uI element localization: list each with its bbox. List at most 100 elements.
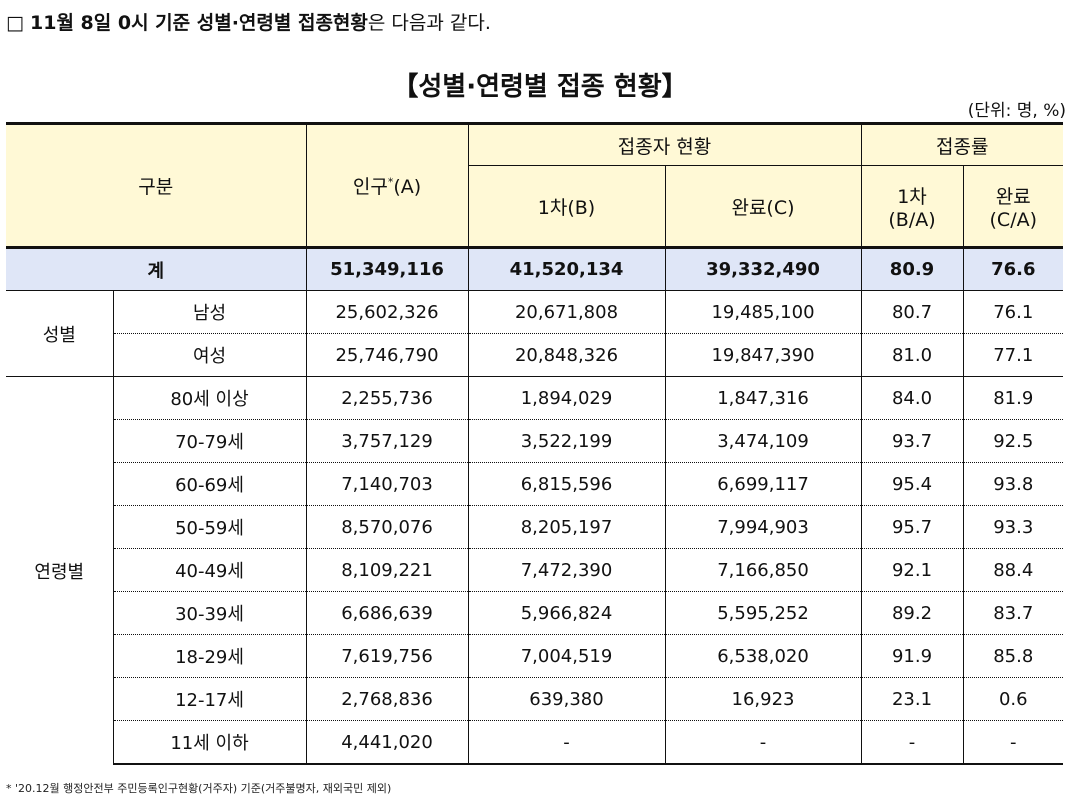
total-row: 계 51,349,116 41,520,134 39,332,490 80.9 …	[6, 246, 1064, 291]
total-label: 계	[6, 246, 306, 291]
first-rate-cell: -	[860, 720, 964, 765]
total-first-rate: 80.9	[860, 246, 964, 291]
first-rate-cell: 95.7	[860, 505, 964, 549]
complete-cell: 3,474,109	[664, 419, 862, 463]
population-cell: 3,757,129	[305, 419, 468, 463]
population-cell: 25,602,326	[305, 290, 468, 334]
row-label: 60-69세	[112, 462, 306, 506]
population-cell: 4,441,020	[305, 720, 468, 765]
footnote: * '20.12월 행정안전부 주민등록인구현황(거주자) 기준(거주불명자, …	[6, 782, 392, 795]
first-cell: 7,004,519	[467, 634, 665, 678]
intro-bold-text: 11월 8일 0시 기준 성별·연령별 접종현황	[30, 12, 368, 34]
population-cell: 8,570,076	[305, 505, 468, 549]
population-cell: 8,109,221	[305, 548, 468, 592]
complete-rate-cell: 92.5	[962, 419, 1064, 463]
first-rate-cell: 91.9	[860, 634, 964, 678]
complete-cell: 5,595,252	[664, 591, 862, 635]
complete-cell: 7,166,850	[664, 548, 862, 592]
complete-cell: 6,538,020	[664, 634, 862, 678]
complete-cell: 1,847,316	[664, 376, 862, 420]
intro-sentence: □ 11월 8일 0시 기준 성별·연령별 접종현황은 다음과 같다.	[6, 8, 491, 35]
header-complete-rate: 완료 (C/A)	[962, 165, 1064, 248]
complete-cell: 19,847,390	[664, 333, 862, 377]
table-row: 11세 이하 4,441,020 - - - -	[6, 720, 1064, 765]
complete-rate-cell: 81.9	[962, 376, 1064, 420]
group-age: 연령별	[6, 376, 113, 764]
row-label: 18-29세	[112, 634, 306, 678]
total-population: 51,349,116	[305, 246, 468, 291]
table-row: 60-69세 7,140,703 6,815,596 6,699,117 95.…	[6, 462, 1064, 506]
table-row: 40-49세 8,109,221 7,472,390 7,166,850 92.…	[6, 548, 1064, 592]
table-row: 18-29세 7,619,756 7,004,519 6,538,020 91.…	[6, 634, 1064, 678]
first-cell: 639,380	[467, 677, 665, 721]
first-cell: 8,205,197	[467, 505, 665, 549]
row-label: 11세 이하	[112, 720, 306, 765]
population-cell: 2,255,736	[305, 376, 468, 420]
complete-rate-cell: 0.6	[962, 677, 1064, 721]
population-cell: 2,768,836	[305, 677, 468, 721]
table-title: 【성별·연령별 접종 현황】	[392, 72, 688, 102]
header-complete: 완료(C)	[664, 165, 862, 248]
unit-note: (단위: 명, %)	[967, 101, 1066, 121]
complete-rate-cell: 83.7	[962, 591, 1064, 635]
complete-rate-cell: 85.8	[962, 634, 1064, 678]
first-rate-cell: 84.0	[860, 376, 964, 420]
total-first: 41,520,134	[467, 246, 665, 291]
first-cell: 3,522,199	[467, 419, 665, 463]
first-rate-cell: 95.4	[860, 462, 964, 506]
total-complete: 39,332,490	[664, 246, 862, 291]
complete-cell: 16,923	[664, 677, 862, 721]
table-row: 여성 25,746,790 20,848,326 19,847,390 81.0…	[6, 333, 1064, 377]
complete-rate-cell: 76.1	[962, 290, 1064, 334]
complete-rate-cell: 88.4	[962, 548, 1064, 592]
population-cell: 7,140,703	[305, 462, 468, 506]
row-label: 12-17세	[112, 677, 306, 721]
first-rate-cell: 89.2	[860, 591, 964, 635]
complete-rate-cell: 77.1	[962, 333, 1064, 377]
complete-cell: -	[664, 720, 862, 765]
first-cell: 6,815,596	[467, 462, 665, 506]
table-row: 50-59세 8,570,076 8,205,197 7,994,903 95.…	[6, 505, 1064, 549]
complete-cell: 19,485,100	[664, 290, 862, 334]
complete-rate-cell: -	[962, 720, 1064, 765]
row-label: 80세 이상	[112, 376, 306, 420]
first-rate-cell: 80.7	[860, 290, 964, 334]
table-row: 30-39세 6,686,639 5,966,824 5,595,252 89.…	[6, 591, 1064, 635]
population-cell: 7,619,756	[305, 634, 468, 678]
row-label: 40-49세	[112, 548, 306, 592]
first-cell: 7,472,390	[467, 548, 665, 592]
table-row: 연령별 80세 이상 2,255,736 1,894,029 1,847,316…	[6, 376, 1064, 764]
row-label: 남성	[112, 290, 306, 334]
vaccination-table: 구분 인구*(A) 접종자 현황 접종률 1차(B) 완료(C) 1차 (B/A)…	[6, 122, 1064, 765]
first-cell: -	[467, 720, 665, 765]
complete-rate-cell: 93.3	[962, 505, 1064, 549]
complete-rate-cell: 93.8	[962, 462, 1064, 506]
first-rate-cell: 92.1	[860, 548, 964, 592]
first-rate-cell: 81.0	[860, 333, 964, 377]
complete-cell: 7,994,903	[664, 505, 862, 549]
header-rate: 접종률	[860, 122, 1064, 166]
group-gender: 성별	[42, 324, 76, 346]
row-label: 70-79세	[112, 419, 306, 463]
row-label: 여성	[112, 333, 306, 377]
first-cell: 20,848,326	[467, 333, 665, 377]
complete-cell: 6,699,117	[664, 462, 862, 506]
row-label: 30-39세	[112, 591, 306, 635]
row-label: 50-59세	[112, 505, 306, 549]
intro-rest-text: 은 다음과 같다.	[367, 12, 491, 34]
header-population: 인구*(A)	[305, 122, 468, 248]
total-complete-rate: 76.6	[962, 246, 1064, 291]
table-row: 12-17세 2,768,836 639,380 16,923 23.1 0.6	[6, 677, 1064, 721]
population-cell: 6,686,639	[305, 591, 468, 635]
checkbox-bullet: □	[6, 12, 24, 34]
table-row: 70-79세 3,757,129 3,522,199 3,474,109 93.…	[6, 419, 1064, 463]
first-cell: 1,894,029	[467, 376, 665, 420]
first-rate-cell: 23.1	[860, 677, 964, 721]
header-category: 구분	[6, 122, 306, 248]
first-cell: 20,671,808	[467, 290, 665, 334]
first-cell: 5,966,824	[467, 591, 665, 635]
header-first-rate: 1차 (B/A)	[860, 165, 964, 248]
header-vaccinated: 접종자 현황	[467, 122, 862, 166]
population-cell: 25,746,790	[305, 333, 468, 377]
header-first: 1차(B)	[467, 165, 665, 248]
